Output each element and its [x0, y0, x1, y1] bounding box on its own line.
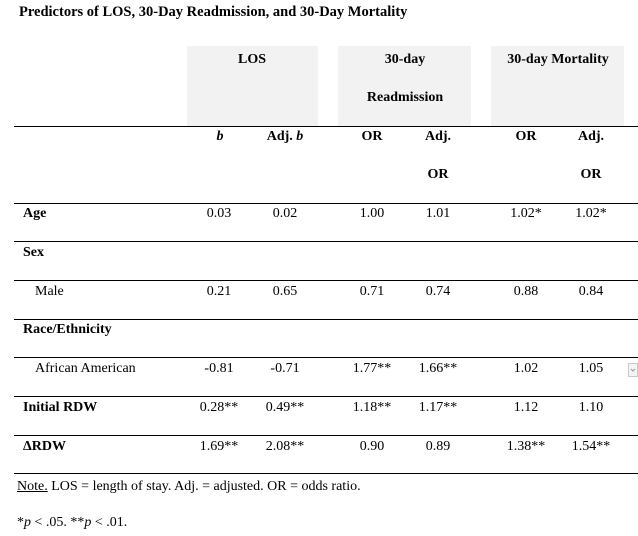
mortality-header-background: [491, 46, 624, 126]
cell-age-adj-b: 0.02: [272, 206, 298, 221]
cell-male-or: 0.71: [359, 284, 385, 299]
cell-drdw-or: 0.90: [359, 439, 385, 454]
group-header-readmission-line1: 30-day: [384, 52, 426, 67]
subheader-adj-b-italic: b: [296, 129, 304, 144]
table-title: Predictors of LOS, 30-Day Readmission, a…: [19, 4, 408, 20]
row-label-sex: Sex: [23, 245, 44, 260]
cell-drdw-adj-or-mortality: 1.54**: [571, 439, 611, 454]
row-label-initial-rdw: Initial RDW: [23, 400, 98, 415]
row-label-male: Male: [35, 284, 64, 299]
table-bottom-rule: [14, 473, 638, 474]
subheader-adj-or-readmission-line1: Adj.: [424, 129, 452, 144]
cell-aa-adj-or: 1.66**: [418, 361, 458, 376]
cell-male-adj-or-mortality: 0.84: [578, 284, 604, 299]
row-rule: [14, 280, 638, 281]
cell-aa-or: 1.77**: [352, 361, 392, 376]
subheader-adj-or-mortality-line2: OR: [580, 167, 602, 182]
group-header-los: LOS: [237, 52, 267, 67]
cell-irdw-b: 0.28**: [199, 400, 239, 415]
subheader-rule: [14, 203, 638, 204]
subheader-or-readmission: OR: [361, 129, 383, 144]
cell-irdw-adj-or: 1.17**: [418, 400, 458, 415]
cell-drdw-adj-b: 2.08**: [265, 439, 305, 454]
row-label-african-american: African American: [35, 361, 136, 376]
row-rule: [14, 435, 638, 436]
cell-irdw-adj-or-mortality: 1.10: [578, 400, 604, 415]
group-header-readmission-line2: Readmission: [366, 90, 444, 105]
note-label: Note.: [17, 479, 48, 494]
cell-aa-adj-or-mortality: 1.05: [578, 361, 604, 376]
cell-irdw-adj-b: 0.49**: [265, 400, 305, 415]
cell-age-b: 0.03: [206, 206, 232, 221]
cell-irdw-or: 1.18**: [352, 400, 392, 415]
cell-age-or: 1.00: [359, 206, 385, 221]
paste-options-icon[interactable]: [628, 363, 638, 377]
cell-age-adj-or: 1.01: [425, 206, 451, 221]
cell-male-adj-b: 0.65: [272, 284, 298, 299]
row-rule: [14, 319, 638, 320]
subheader-adj-b: Adj. b: [267, 129, 304, 145]
note-text: LOS = length of stay. Adj. = adjusted. O…: [47, 479, 361, 494]
row-label-race-ethnicity: Race/Ethnicity: [23, 322, 112, 337]
cell-aa-b: -0.81: [204, 361, 234, 376]
readmission-header-background: [338, 46, 471, 126]
row-rule: [14, 241, 638, 242]
subheader-adj-b-prefix: Adj.: [266, 129, 297, 144]
los-header-background: [187, 46, 318, 126]
table-note: Note. LOS = length of stay. Adj. = adjus…: [17, 479, 361, 495]
header-rule: [14, 126, 638, 127]
subheader-adj-or-mortality-line1: Adj.: [577, 129, 605, 144]
subheader-adj-or-readmission-line2: OR: [427, 167, 449, 182]
cell-irdw-or-mortality: 1.12: [513, 400, 539, 415]
cell-drdw-adj-or: 0.89: [425, 439, 451, 454]
row-label-age: Age: [23, 206, 47, 221]
subheader-or-mortality: OR: [515, 129, 537, 144]
cell-male-or-mortality: 0.88: [513, 284, 539, 299]
row-label-delta-rdw: ΔRDW: [23, 439, 66, 454]
cell-aa-adj-b: -0.71: [270, 361, 300, 376]
cell-male-b: 0.21: [206, 284, 232, 299]
row-rule: [14, 396, 638, 397]
cell-drdw-b: 1.69**: [199, 439, 239, 454]
cell-aa-or-mortality: 1.02: [513, 361, 539, 376]
subheader-b: b: [216, 129, 224, 144]
cell-age-adj-or-mortality: 1.02*: [575, 206, 607, 221]
group-header-mortality: 30-day Mortality: [507, 52, 609, 67]
significance-note: *p < .05. **p < .01.: [17, 515, 128, 530]
cell-drdw-or-mortality: 1.38**: [506, 439, 546, 454]
cell-age-or-mortality: 1.02*: [510, 206, 542, 221]
row-rule: [14, 357, 638, 358]
cell-male-adj-or: 0.74: [425, 284, 451, 299]
